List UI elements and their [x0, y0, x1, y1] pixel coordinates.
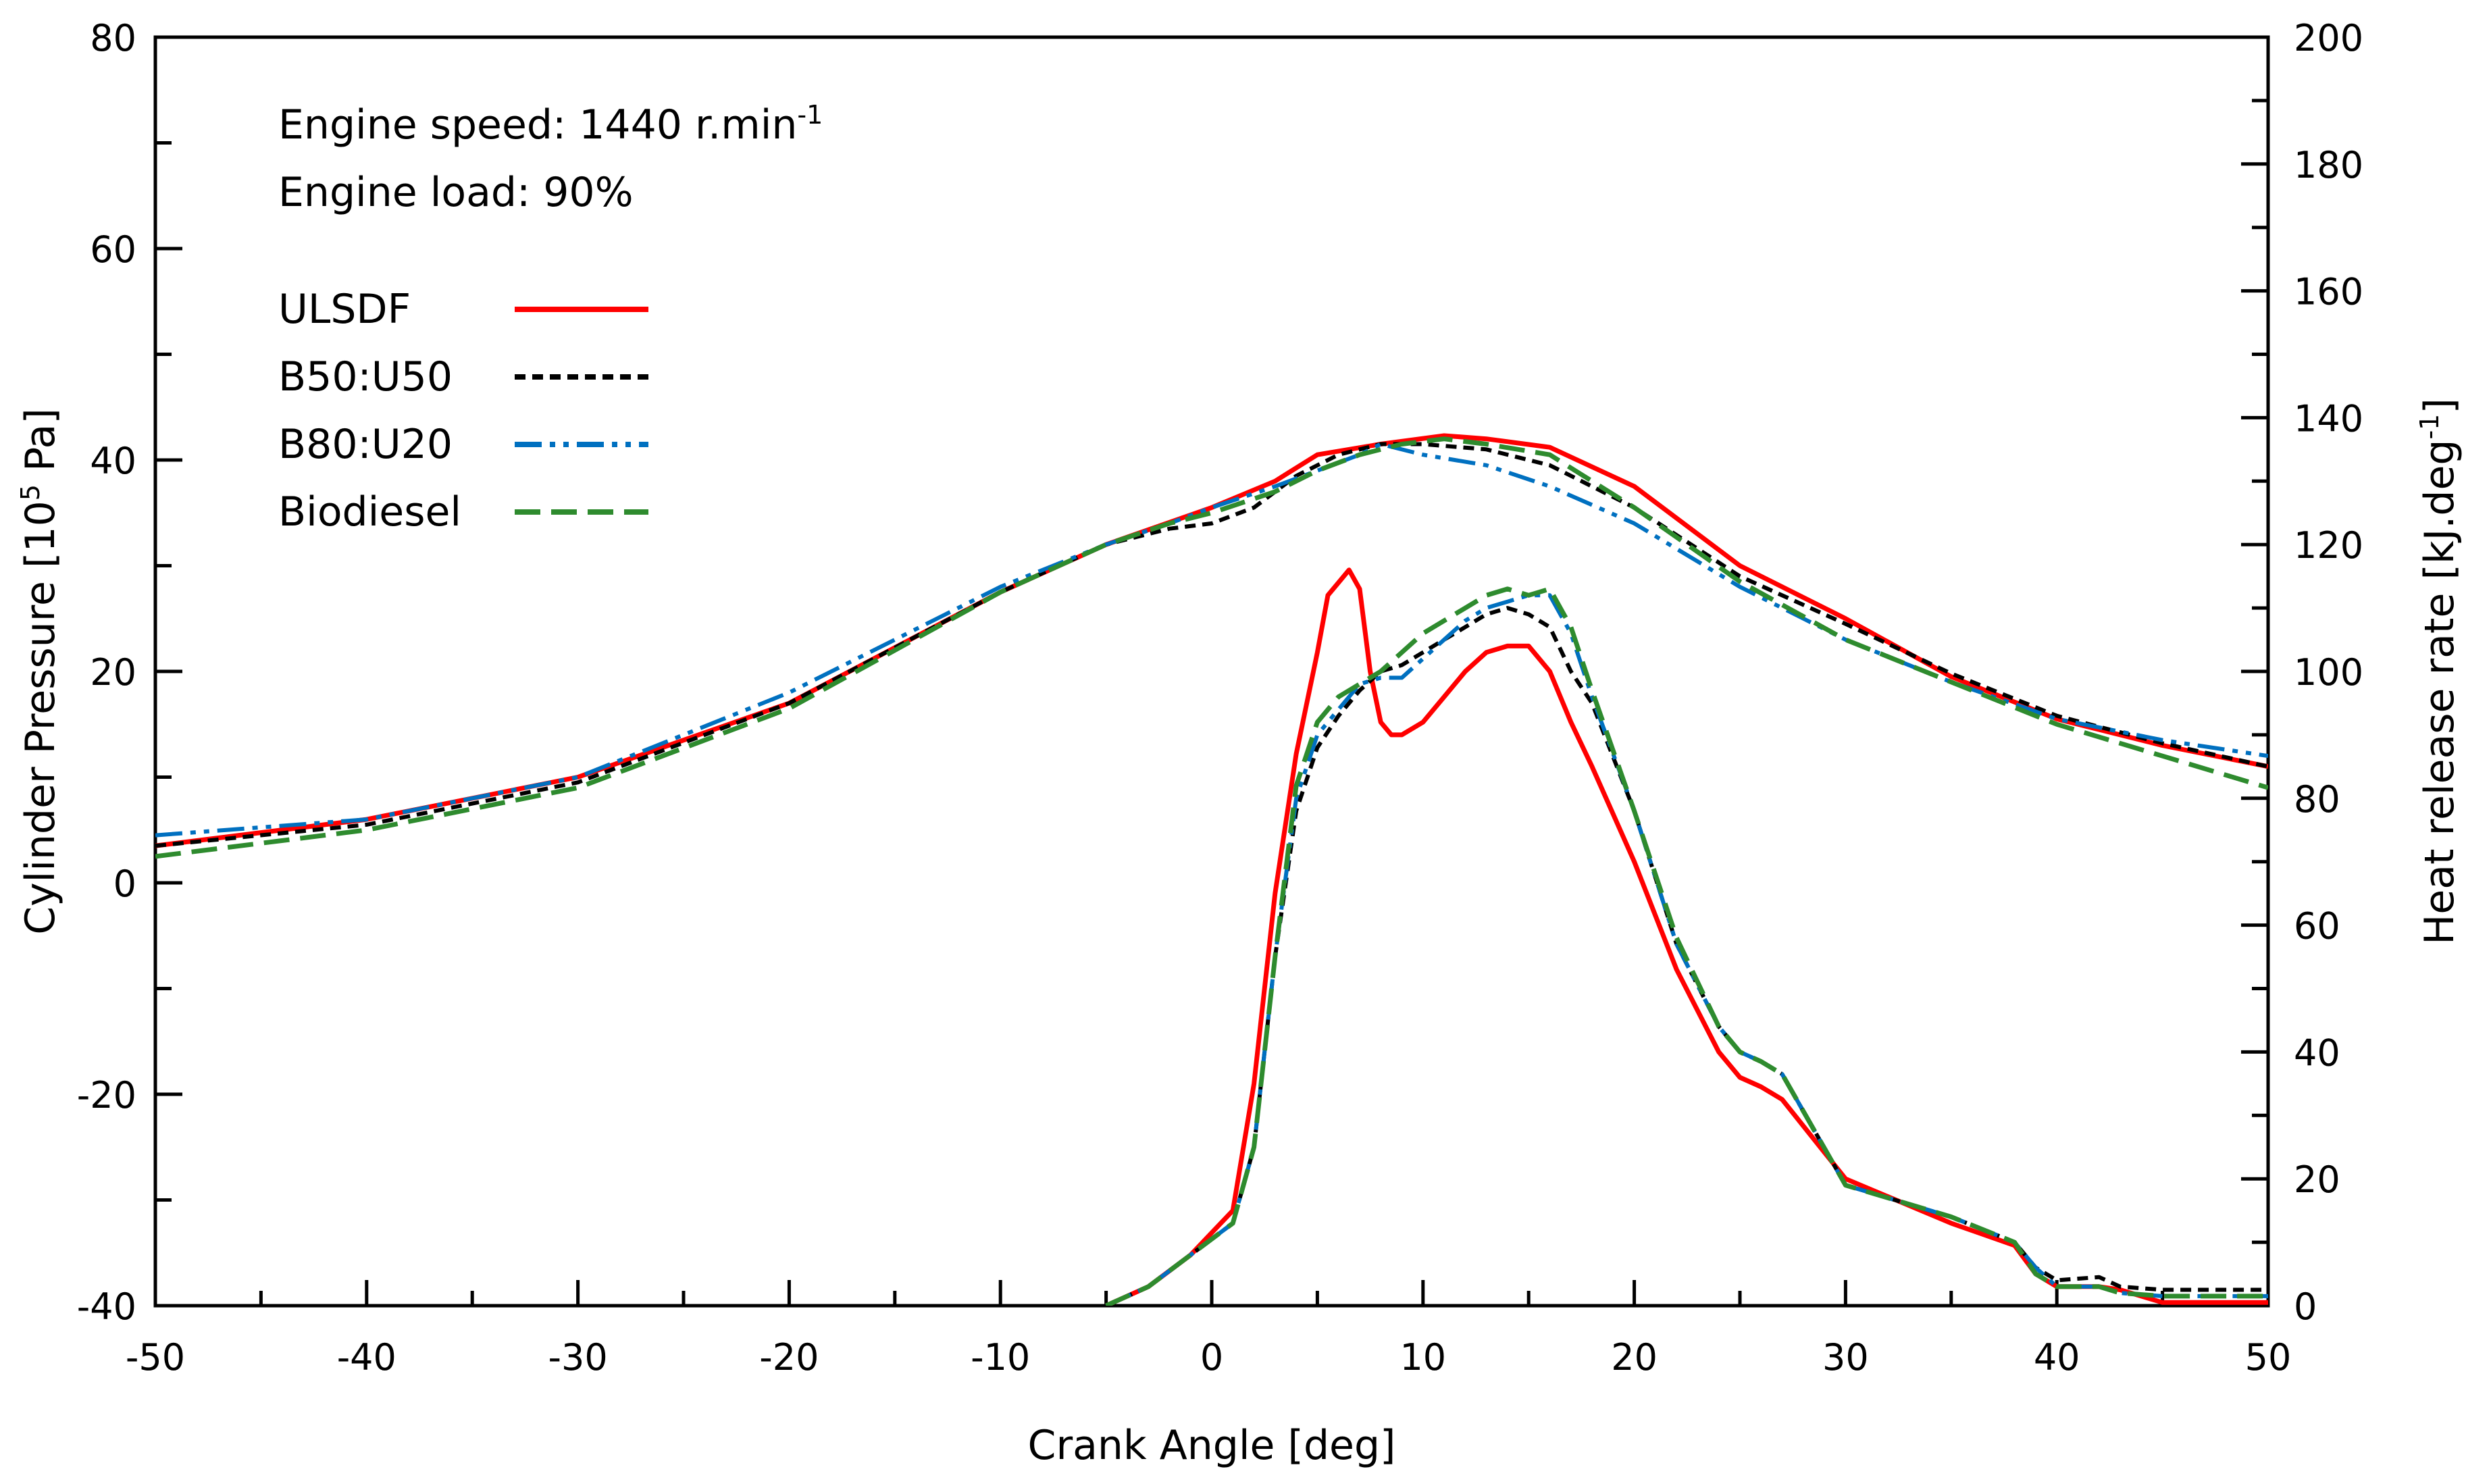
y-right-tick-label: 200: [2294, 17, 2363, 59]
series-biodiesel-pressure-line: [155, 436, 2268, 859]
y-left-tick-label: -20: [77, 1074, 136, 1117]
annotation-engine-load: Engine load: 90%: [278, 169, 634, 216]
y-left-tick-label: -40: [77, 1285, 136, 1328]
axes: -50 -40 -30 -20 -10 0 10 20 30 40 50-40-2002040608…: [77, 17, 2363, 1379]
y-left-title-suffix: Pa]: [17, 408, 64, 484]
y-right-title-sup: -1: [2415, 414, 2444, 440]
legend-label-b50-u50: B50:U50: [278, 353, 453, 401]
y-left-tick-label: 0: [113, 863, 136, 905]
y-right-tick-label: 160: [2294, 271, 2363, 313]
x-tick-label: 50: [2245, 1336, 2292, 1379]
y-right-tick-label: 140: [2294, 397, 2363, 440]
x-tick-label: 10: [1399, 1336, 1446, 1379]
series-ulsdf-heat-release-line: [1105, 567, 2268, 1306]
y-left-tick-label: 20: [90, 651, 136, 694]
annotation-engine-speed-text: Engine speed: 1440 r.min: [278, 101, 797, 149]
y-right-tick-label: 60: [2294, 905, 2340, 948]
y-right-tick-label: 180: [2294, 144, 2363, 186]
x-axis-title: Crank Angle [deg]: [1028, 1422, 1396, 1469]
y-left-tick-label: 40: [90, 440, 136, 482]
y-right-tick-label: 20: [2294, 1158, 2340, 1201]
legend-label-ulsdf: ULSDF: [278, 286, 411, 333]
x-tick-label: 40: [2034, 1336, 2080, 1379]
legend-label-biodiesel: Biodiesel: [278, 488, 461, 536]
y-right-title-suffix: ]: [2416, 398, 2463, 413]
y-right-title-prefix: Heat release rate [kJ.deg: [2416, 440, 2463, 945]
annotation-engine-speed-sup: -1: [797, 100, 823, 130]
y-left-tick-label: 60: [90, 228, 136, 271]
x-tick-label: -30: [548, 1336, 607, 1379]
y-right-tick-label: 0: [2294, 1285, 2317, 1328]
legend-label-b80-u20: B80:U20: [278, 421, 453, 468]
x-tick-label: -10: [971, 1336, 1030, 1379]
y-right-axis-title: Heat release rate [kJ.deg-1]: [2415, 398, 2463, 945]
x-tick-label: -50: [126, 1336, 185, 1379]
x-tick-label: 20: [1611, 1336, 1658, 1379]
series-layer: [155, 433, 2268, 1306]
x-tick-label: 0: [1200, 1336, 1223, 1379]
y-left-title-prefix: Cylinder Pressure [10: [17, 501, 64, 935]
y-right-tick-label: 80: [2294, 778, 2340, 821]
y-left-axis-title: Cylinder Pressure [105 Pa]: [16, 408, 64, 934]
y-right-tick-label: 120: [2294, 524, 2363, 567]
series-biodiesel-heat-release-line: [1105, 586, 2268, 1306]
x-tick-label: 30: [1822, 1336, 1869, 1379]
y-right-tick-label: 100: [2294, 651, 2363, 694]
x-tick-label: -20: [759, 1336, 819, 1379]
x-tick-label: -40: [337, 1336, 396, 1379]
y-left-title-sup: 5: [16, 484, 45, 501]
annotation-engine-speed: Engine speed: 1440 r.min-1: [278, 100, 823, 149]
legend: ULSDF B50:U50 B80:U20 Biodiesel: [278, 286, 648, 536]
annotation-engine-load-text: Engine load: 90%: [278, 169, 634, 216]
series-b50-u50-heat-release-line: [1105, 606, 2268, 1306]
y-right-tick-label: 40: [2294, 1031, 2340, 1074]
y-left-tick-label: 80: [90, 17, 136, 59]
